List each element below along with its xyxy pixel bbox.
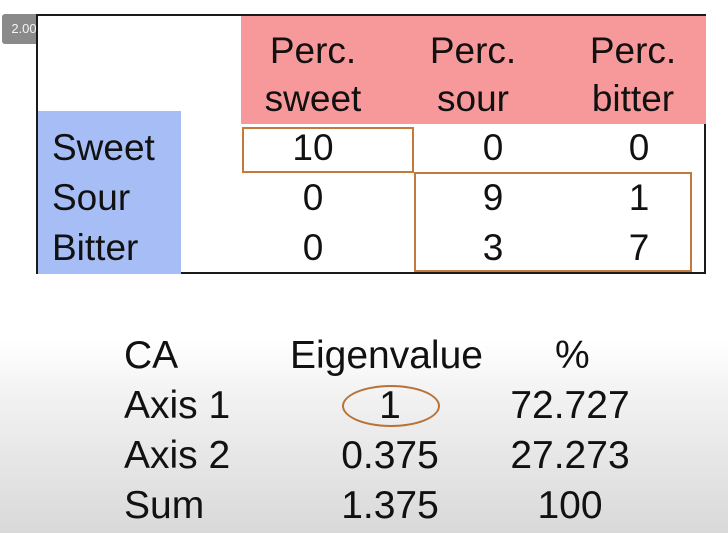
highlight-oval-axis1 (342, 385, 440, 427)
cell-bitter-bitter: 7 (628, 227, 650, 268)
eigen-row-label-axis2: Axis 2 (124, 434, 231, 477)
cell-sour-sweet: 0 (302, 177, 324, 218)
cell-sour-sour: 9 (482, 177, 504, 218)
header-perc-sweet-line2: sweet (264, 78, 362, 119)
cell-sweet-sweet: 10 (292, 127, 334, 168)
header-background (241, 16, 706, 124)
eigen-row-label-axis1: Axis 1 (124, 384, 231, 427)
header-perc-bitter-line1: Perc. (589, 30, 677, 71)
eigen-percent-axis2: 27.273 (510, 434, 630, 477)
eigen-value-sum: 1.375 (341, 484, 439, 527)
confusion-matrix: Perc. sweet Perc. sour Perc. bitter Swee… (36, 14, 706, 274)
eigen-header-ca: CA (124, 334, 179, 377)
header-perc-bitter-line2: bitter (591, 78, 675, 119)
cell-sour-bitter: 1 (628, 177, 650, 218)
cell-sweet-bitter: 0 (628, 127, 650, 168)
eigen-value-axis2: 0.375 (341, 434, 439, 477)
header-perc-sour-line1: Perc. (429, 30, 517, 71)
header-perc-sweet-line1: Perc. (269, 30, 357, 71)
row-label-sweet: Sweet (52, 127, 155, 168)
row-label-sour: Sour (52, 177, 131, 218)
eigen-percent-axis1: 72.727 (510, 384, 630, 427)
highlight-box-sour-bitter (414, 172, 692, 272)
cell-bitter-sour: 3 (482, 227, 504, 268)
highlight-box-sweet (242, 127, 414, 173)
eigen-header-eigenvalue: Eigenvalue (290, 334, 483, 377)
cell-bitter-sweet: 0 (302, 227, 324, 268)
eigen-header-percent: % (555, 334, 590, 377)
eigen-row-label-sum: Sum (124, 484, 205, 527)
row-label-bitter: Bitter (52, 227, 139, 268)
row-label-background (38, 111, 181, 274)
cell-sweet-sour: 0 (482, 127, 504, 168)
eigen-percent-sum: 100 (537, 484, 603, 527)
header-perc-sour-line2: sour (437, 78, 509, 119)
